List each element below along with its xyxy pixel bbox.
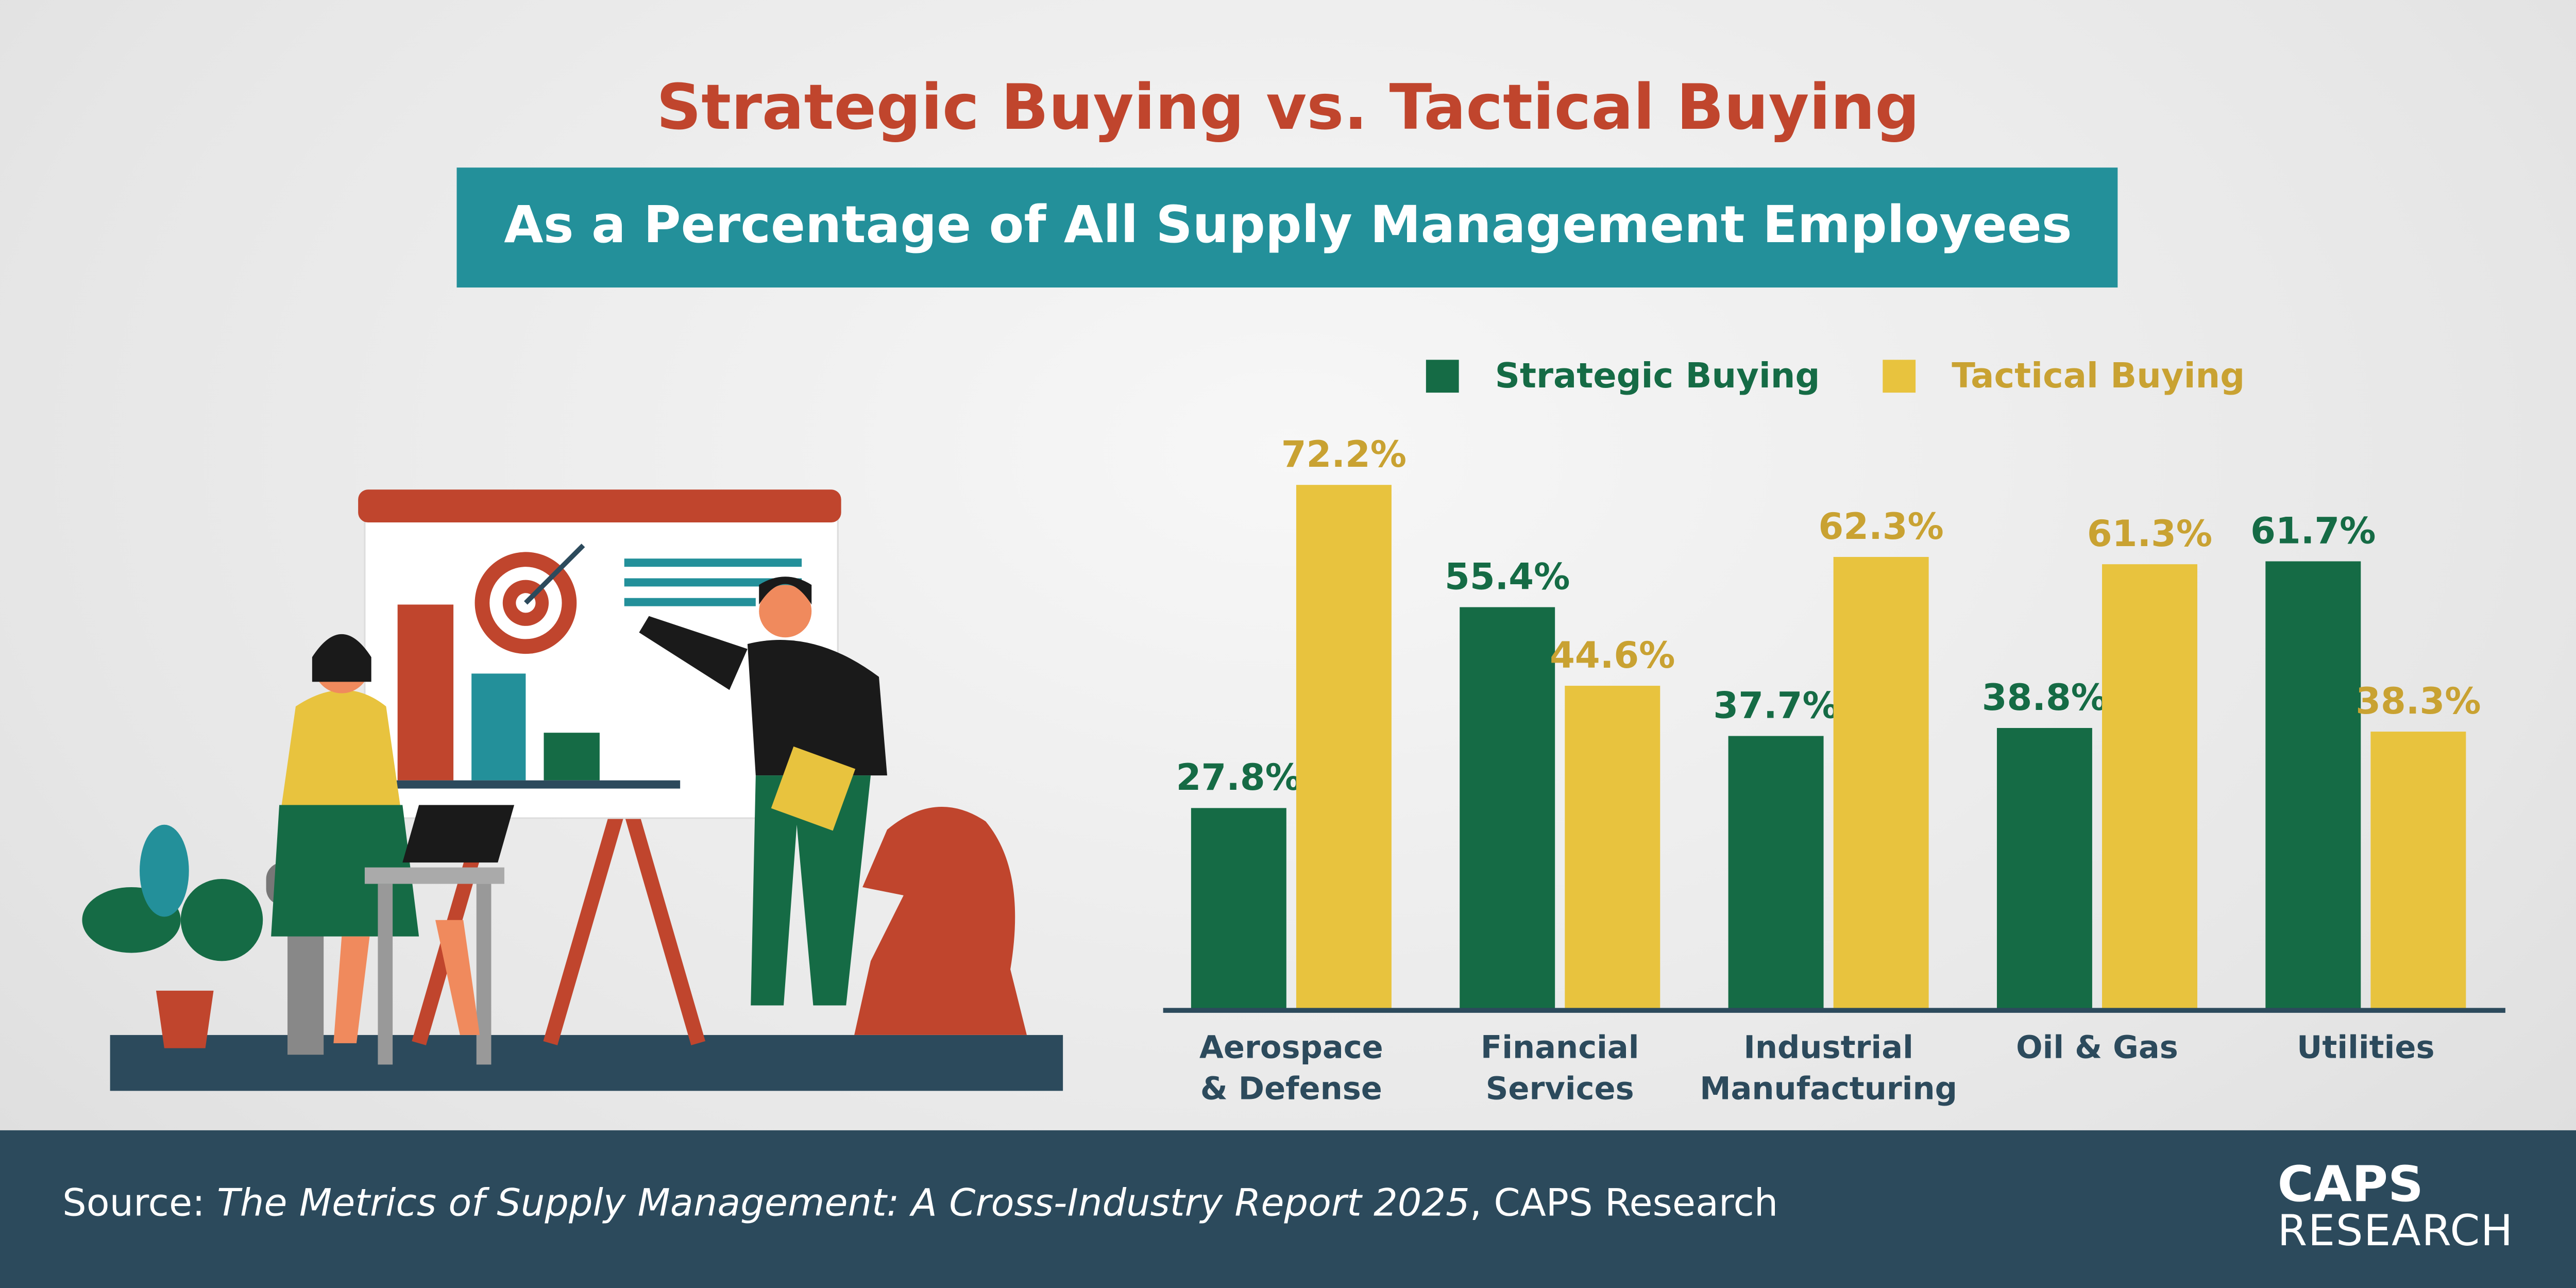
value-label: 62.3%	[1818, 505, 1943, 548]
value-label: 61.3%	[2087, 513, 2212, 555]
legend-swatch	[1426, 360, 1459, 393]
value-label: 72.2%	[1281, 433, 1406, 476]
source: Source: The Metrics of Supply Management…	[62, 1183, 1778, 1226]
bar	[2370, 732, 2466, 1011]
bar	[1460, 607, 1555, 1011]
value-label: 37.7%	[1713, 684, 1838, 726]
bar	[1996, 727, 2092, 1011]
value-label: 61.7%	[2250, 510, 2376, 552]
footer: Source: The Metrics of Supply Management…	[0, 1130, 2576, 1288]
bar	[1191, 808, 1286, 1011]
source-suffix: , CAPS Research	[1469, 1182, 1778, 1226]
illustration	[82, 489, 1063, 1091]
x-tick-label: Industrial Manufacturing	[1700, 1030, 1958, 1108]
source-title: The Metrics of Supply Management: A Cros…	[217, 1182, 1470, 1226]
bar	[2102, 564, 2197, 1011]
value-label: 55.4%	[1445, 555, 1570, 598]
logo: CAPS RESEARCH	[2277, 1156, 2514, 1257]
x-tick-label: Utilities	[2297, 1030, 2435, 1066]
x-tick-label: Financial Services	[1480, 1030, 1639, 1108]
legend-swatch	[1883, 360, 1916, 393]
subtitle-banner	[456, 167, 2118, 288]
value-label: 38.3%	[2355, 680, 2481, 722]
source-prefix: Source:	[62, 1182, 217, 1226]
legend-label: Tactical Buying	[1952, 355, 2245, 396]
logo-bottom: RESEARCH	[2277, 1207, 2514, 1257]
value-label: 38.8%	[1982, 676, 2107, 719]
value-label: 44.6%	[1550, 634, 1675, 676]
bar	[1565, 686, 1660, 1011]
bar	[1833, 557, 1929, 1011]
logo-top: CAPS	[2277, 1156, 2424, 1214]
legend-label: Strategic Buying	[1495, 355, 1820, 396]
chart-title: Strategic Buying vs. Tactical Buying	[656, 71, 1920, 144]
bar	[1728, 736, 1824, 1011]
x-tick-label: Oil & Gas	[2016, 1030, 2178, 1066]
bar	[1296, 485, 1392, 1011]
value-label: 27.8%	[1176, 756, 1301, 799]
chart-subtitle: As a Percentage of All Supply Management…	[504, 195, 2072, 255]
bar	[2265, 561, 2361, 1011]
x-tick-label: Aerospace & Defense	[1199, 1030, 1383, 1108]
